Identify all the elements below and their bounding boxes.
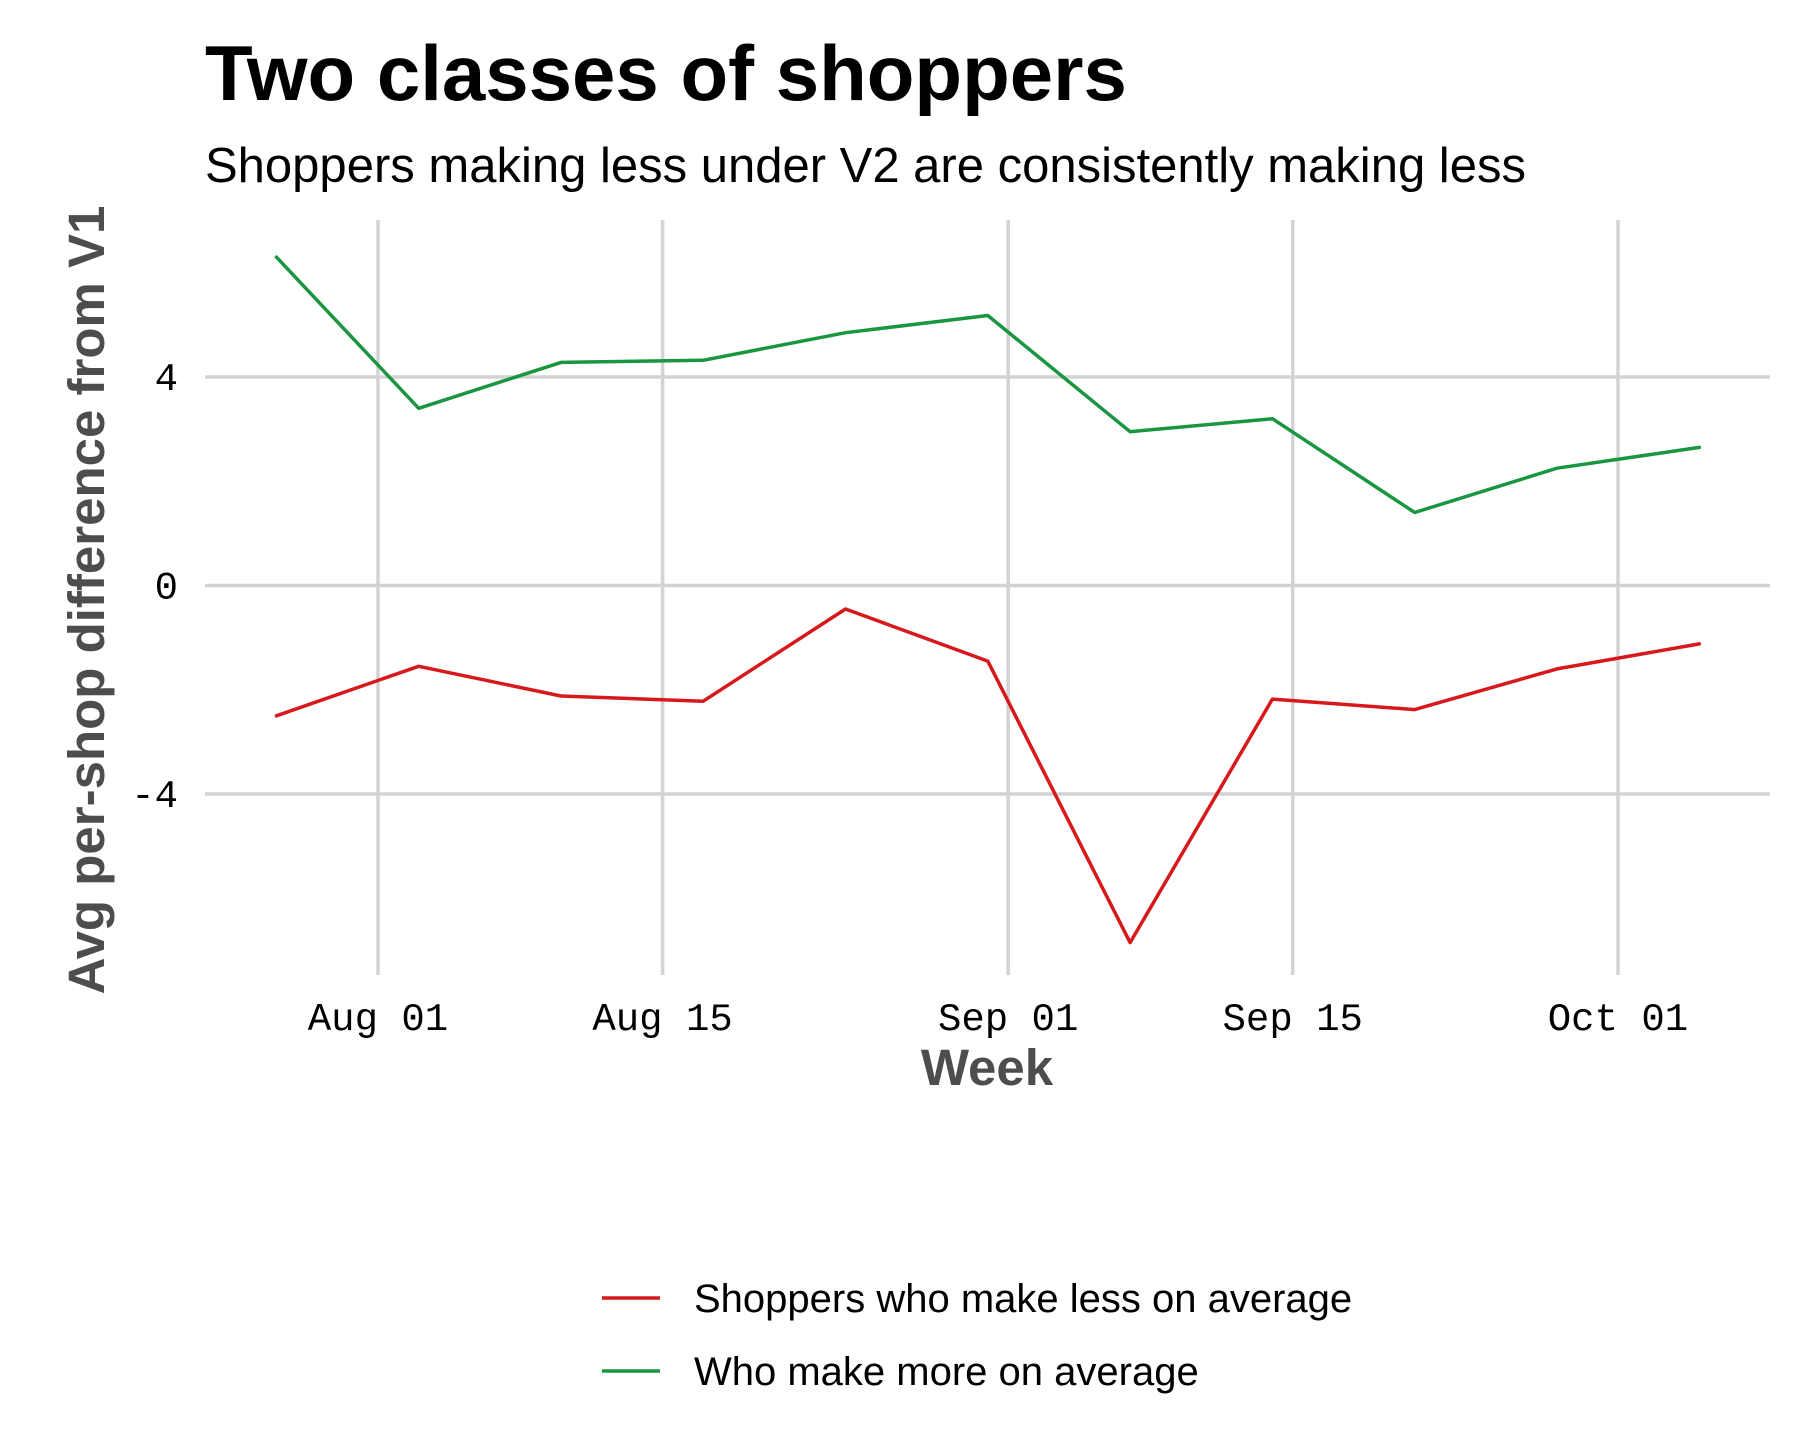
y-tick-label: -4 (131, 775, 178, 819)
x-tick-labels: Aug 01 Aug 15 Sep 01 Sep 15 Oct 01 (308, 998, 1688, 1042)
x-tick-label: Aug 01 (308, 998, 448, 1042)
x-tick-label: Sep 01 (938, 998, 1078, 1042)
chart-title: Two classes of shoppers (205, 29, 1127, 117)
series-line-2 (274, 255, 1702, 515)
chart-subtitle: Shoppers making less under V2 are consis… (205, 139, 1526, 193)
y-tick-label: 0 (155, 567, 178, 611)
x-axis-title: Week (921, 1039, 1054, 1096)
y-gridlines (205, 375, 1770, 796)
x-gridlines (376, 220, 1620, 975)
series-lines (274, 255, 1702, 945)
y-tick-labels: 4 0 -4 (131, 358, 178, 819)
x-tick-label: Aug 15 (592, 998, 732, 1042)
x-tick-label: Sep 15 (1223, 998, 1363, 1042)
x-tick-label: Oct 01 (1548, 998, 1688, 1042)
legend-label-2: Who make more on average (694, 1350, 1199, 1394)
legend-label-1: Shoppers who make less on average (694, 1277, 1352, 1321)
y-tick-label: 4 (155, 358, 178, 402)
legend: Shoppers who make less on average Who mak… (602, 1277, 1352, 1394)
y-axis-title: Avg per-shop difference from V1 (58, 206, 115, 995)
series-line-1 (274, 607, 1702, 945)
